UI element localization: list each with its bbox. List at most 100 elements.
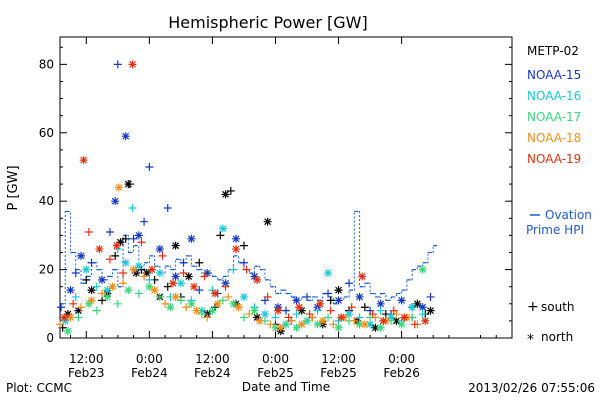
north-point bbox=[116, 238, 125, 247]
north-point bbox=[366, 320, 375, 329]
north-point bbox=[345, 310, 354, 319]
north-point bbox=[108, 282, 117, 291]
north-point bbox=[171, 272, 180, 281]
north-point bbox=[371, 323, 380, 332]
south-point bbox=[360, 303, 369, 312]
north-point bbox=[297, 306, 306, 315]
y-axis-label: P [GW] bbox=[6, 165, 21, 210]
x-tick-date: Feb24 bbox=[131, 366, 168, 380]
chart-title: Hemispheric Power [GW] bbox=[168, 13, 367, 32]
south-point bbox=[197, 310, 206, 319]
north-point bbox=[334, 296, 343, 305]
y-axis: 0 20 40 60 80 bbox=[39, 46, 512, 345]
north-point bbox=[187, 234, 196, 243]
north-point bbox=[171, 292, 180, 301]
north-point bbox=[184, 272, 193, 281]
north-point bbox=[111, 197, 120, 206]
south-point bbox=[179, 269, 188, 278]
south-point bbox=[82, 275, 91, 284]
north-point bbox=[397, 320, 406, 329]
north-point bbox=[218, 224, 227, 233]
x-axis: 12:00Feb230:00Feb2412:00Feb240:00Feb2512… bbox=[68, 37, 497, 380]
north-point bbox=[211, 289, 220, 298]
north-point bbox=[114, 183, 123, 192]
south-point bbox=[74, 313, 83, 322]
south-point bbox=[313, 306, 322, 315]
south-point bbox=[71, 292, 80, 301]
south-point bbox=[113, 60, 122, 69]
north-point bbox=[87, 286, 96, 295]
north-point bbox=[263, 217, 272, 226]
north-point bbox=[360, 320, 369, 329]
south-point bbox=[303, 292, 312, 301]
north-point bbox=[77, 251, 86, 260]
x-tick-date: Feb26 bbox=[383, 366, 420, 380]
north-point bbox=[145, 282, 154, 291]
north-point bbox=[121, 132, 130, 141]
south-point bbox=[324, 313, 333, 322]
north-point bbox=[260, 310, 269, 319]
north-point bbox=[124, 286, 133, 295]
south-point bbox=[266, 320, 275, 329]
north-point bbox=[128, 60, 137, 69]
legend-ovation-line1: Ovation bbox=[545, 208, 592, 222]
north-point bbox=[392, 316, 401, 325]
footer-left: Plot: CCMC bbox=[6, 381, 72, 395]
north-point bbox=[239, 292, 248, 301]
x-tick-time: 0:00 bbox=[136, 352, 163, 366]
plot-frame bbox=[59, 36, 513, 339]
north-point bbox=[250, 306, 259, 315]
south-point bbox=[229, 265, 238, 274]
north-point bbox=[103, 286, 112, 295]
south-point bbox=[355, 313, 364, 322]
south-point bbox=[140, 272, 149, 281]
y-tick-label: 0 bbox=[46, 331, 54, 345]
north-point bbox=[142, 269, 151, 278]
north-point bbox=[297, 320, 306, 329]
north-point bbox=[276, 323, 285, 332]
south-point bbox=[326, 296, 335, 305]
south-point bbox=[426, 292, 435, 301]
south-point bbox=[239, 241, 248, 250]
marker-south-label: south bbox=[541, 300, 575, 314]
south-point bbox=[226, 186, 235, 195]
south-point bbox=[389, 306, 398, 315]
south-point bbox=[345, 279, 354, 288]
south-point bbox=[98, 296, 107, 305]
north-point bbox=[60, 313, 69, 322]
series-noaa-17 bbox=[63, 265, 427, 336]
north-point bbox=[132, 269, 141, 278]
north-point bbox=[418, 303, 427, 312]
south-point bbox=[216, 231, 225, 240]
north-point bbox=[169, 279, 177, 288]
north-point bbox=[358, 272, 367, 281]
x-tick-date: Feb23 bbox=[68, 366, 105, 380]
north-point bbox=[63, 310, 72, 319]
south-point bbox=[203, 313, 212, 322]
south-point bbox=[195, 258, 204, 267]
north-point bbox=[63, 327, 72, 336]
north-point bbox=[95, 245, 104, 254]
south-point bbox=[284, 313, 293, 322]
north-point bbox=[253, 313, 262, 322]
north-point bbox=[253, 275, 262, 284]
north-point bbox=[313, 320, 322, 329]
north-point bbox=[337, 313, 346, 322]
south-point bbox=[282, 306, 290, 315]
north-point bbox=[232, 245, 241, 254]
south-point bbox=[239, 313, 248, 322]
south-point bbox=[350, 316, 359, 325]
north-point bbox=[408, 303, 417, 312]
south-point bbox=[239, 258, 248, 267]
south-point bbox=[155, 292, 164, 301]
north-point bbox=[379, 316, 388, 325]
south-point bbox=[92, 282, 101, 291]
south-point bbox=[263, 292, 272, 301]
north-point bbox=[79, 156, 88, 165]
legend-noaa-17: NOAA-17 bbox=[527, 110, 581, 124]
north-point bbox=[171, 241, 180, 250]
ovation-prime-hpi-series bbox=[60, 210, 439, 305]
south-point bbox=[71, 269, 80, 278]
north-point bbox=[61, 316, 70, 325]
south-point bbox=[418, 310, 427, 319]
